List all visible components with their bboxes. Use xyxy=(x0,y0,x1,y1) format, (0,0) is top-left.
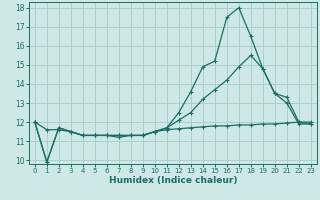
X-axis label: Humidex (Indice chaleur): Humidex (Indice chaleur) xyxy=(108,176,237,185)
